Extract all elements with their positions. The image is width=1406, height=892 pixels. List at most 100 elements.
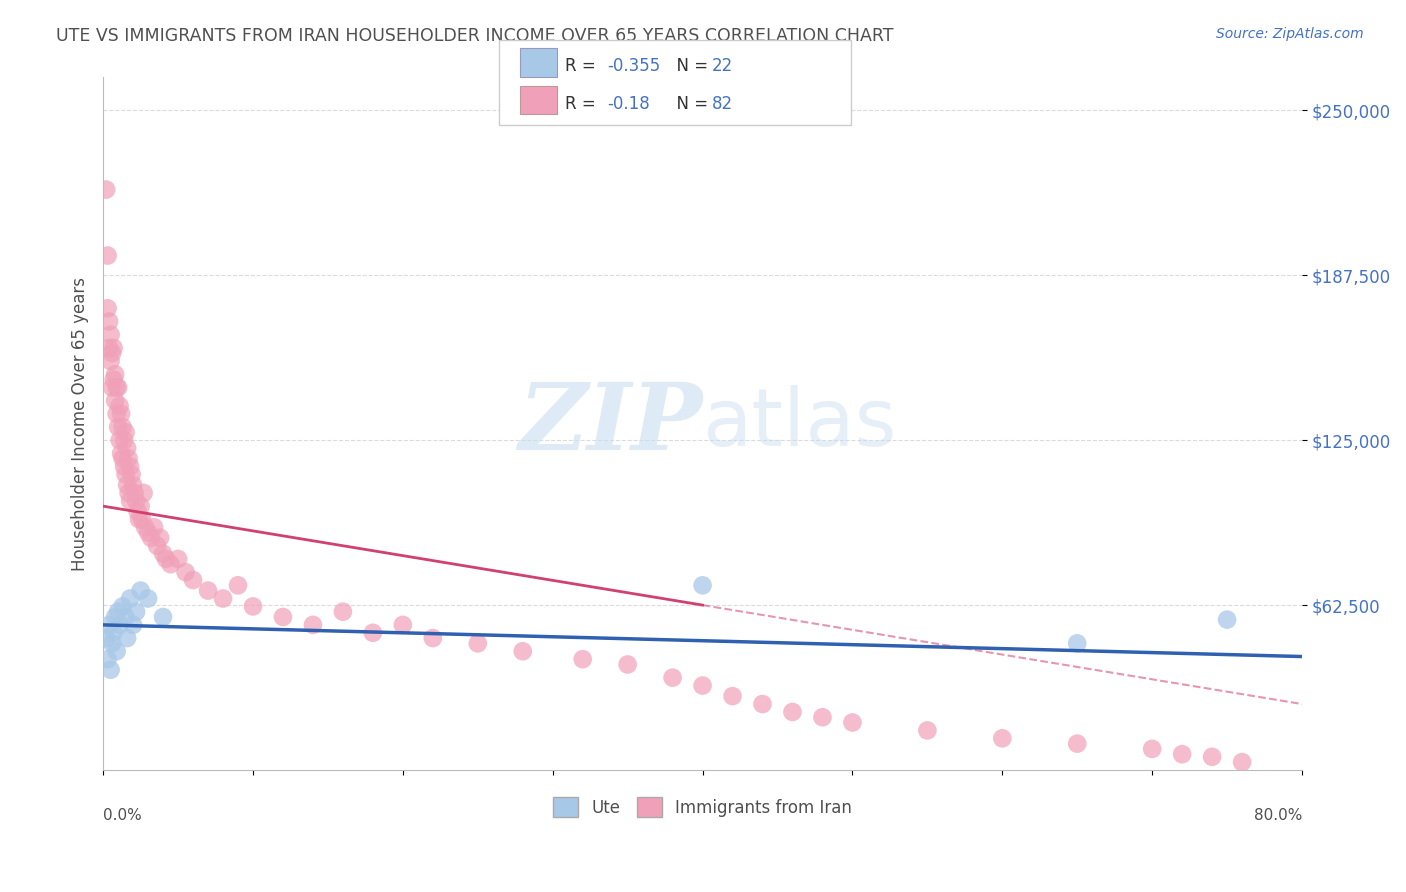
Point	[751, 697, 773, 711]
Point	[101, 380, 124, 394]
Text: 82: 82	[711, 95, 733, 112]
Point	[129, 499, 152, 513]
Point	[152, 547, 174, 561]
Text: UTE VS IMMIGRANTS FROM IRAN HOUSEHOLDER INCOME OVER 65 YEARS CORRELATION CHART: UTE VS IMMIGRANTS FROM IRAN HOUSEHOLDER …	[56, 27, 894, 45]
Point	[152, 610, 174, 624]
Point	[104, 393, 127, 408]
Point	[361, 625, 384, 640]
Point	[571, 652, 593, 666]
Point	[117, 486, 139, 500]
Point	[120, 591, 142, 606]
Point	[98, 314, 121, 328]
Point	[122, 618, 145, 632]
Point	[105, 407, 128, 421]
Text: R =: R =	[565, 95, 602, 112]
Point	[97, 248, 120, 262]
Point	[512, 644, 534, 658]
Point	[110, 407, 132, 421]
Point	[122, 478, 145, 492]
Point	[111, 599, 134, 614]
Point	[332, 605, 354, 619]
Point	[114, 425, 136, 440]
Point	[129, 583, 152, 598]
Point	[108, 434, 131, 448]
Point	[271, 610, 294, 624]
Point	[121, 467, 143, 482]
Point	[155, 552, 177, 566]
Text: 22: 22	[711, 57, 733, 75]
Text: ZIP: ZIP	[519, 379, 703, 468]
Text: N =: N =	[666, 95, 714, 112]
Point	[112, 459, 135, 474]
Point	[100, 663, 122, 677]
Point	[120, 459, 142, 474]
Point	[1171, 747, 1194, 761]
Point	[94, 183, 117, 197]
Point	[107, 380, 129, 394]
Text: atlas: atlas	[703, 384, 897, 463]
Point	[131, 512, 153, 526]
Point	[97, 652, 120, 666]
Point	[1066, 737, 1088, 751]
Point	[917, 723, 939, 738]
Point	[139, 531, 162, 545]
Point	[100, 327, 122, 342]
Point	[114, 610, 136, 624]
Point	[1066, 636, 1088, 650]
Point	[115, 478, 138, 492]
Point	[1230, 755, 1253, 769]
Point	[159, 558, 181, 572]
Point	[115, 631, 138, 645]
Point	[127, 504, 149, 518]
Point	[117, 451, 139, 466]
Point	[108, 618, 131, 632]
Point	[125, 605, 148, 619]
Point	[124, 486, 146, 500]
Point	[114, 467, 136, 482]
Point	[134, 520, 156, 534]
Point	[112, 434, 135, 448]
Point	[136, 591, 159, 606]
Point	[616, 657, 638, 672]
Point	[991, 731, 1014, 746]
Point	[392, 618, 415, 632]
Point	[98, 618, 121, 632]
Point	[1140, 742, 1163, 756]
Point	[811, 710, 834, 724]
Point	[105, 380, 128, 394]
Point	[661, 671, 683, 685]
Point	[108, 399, 131, 413]
Text: 0.0%: 0.0%	[103, 808, 142, 823]
Point	[841, 715, 863, 730]
Y-axis label: Householder Income Over 65 years: Householder Income Over 65 years	[72, 277, 89, 571]
Point	[98, 341, 121, 355]
Point	[107, 605, 129, 619]
Point	[242, 599, 264, 614]
Text: Source: ZipAtlas.com: Source: ZipAtlas.com	[1216, 27, 1364, 41]
Point	[125, 494, 148, 508]
Point	[94, 631, 117, 645]
Point	[467, 636, 489, 650]
Point	[692, 578, 714, 592]
Point	[692, 679, 714, 693]
Point	[149, 531, 172, 545]
Point	[422, 631, 444, 645]
Point	[103, 625, 125, 640]
Point	[97, 301, 120, 316]
Text: N =: N =	[666, 57, 714, 75]
Point	[120, 494, 142, 508]
Text: -0.18: -0.18	[607, 95, 650, 112]
Legend: Ute, Immigrants from Iran: Ute, Immigrants from Iran	[547, 790, 859, 824]
Point	[105, 644, 128, 658]
Point	[302, 618, 325, 632]
Text: -0.355: -0.355	[607, 57, 661, 75]
Point	[132, 486, 155, 500]
Point	[226, 578, 249, 592]
Point	[104, 610, 127, 624]
Point	[111, 451, 134, 466]
Point	[174, 565, 197, 579]
Point	[101, 636, 124, 650]
Point	[136, 525, 159, 540]
Point	[181, 573, 204, 587]
Point	[143, 520, 166, 534]
